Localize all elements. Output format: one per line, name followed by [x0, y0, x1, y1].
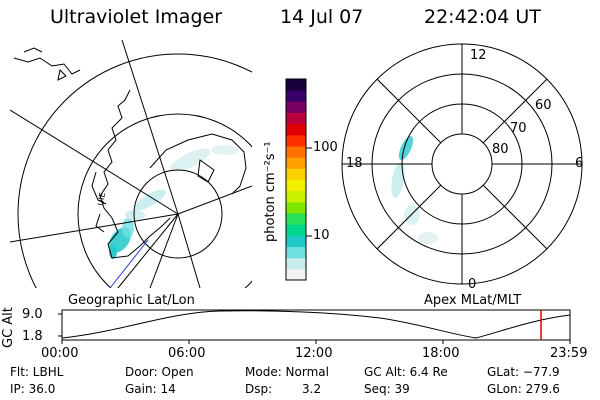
info-glat: GLat: −77.9 [487, 365, 560, 379]
info-seq: Seq: 39 [364, 382, 410, 396]
aurora-emission-apex [391, 136, 438, 244]
coastline-greenland [149, 133, 247, 195]
colorbar-band [286, 112, 306, 125]
info-dsp-label: Dsp: [245, 382, 273, 396]
colorbar-frame [285, 78, 307, 281]
geo-meridian [10, 109, 179, 215]
colorbar-band [286, 101, 306, 113]
colorbar-band [286, 190, 306, 203]
apex-mlt-line [482, 184, 548, 250]
altitude-xtick-label: 06:00 [168, 346, 206, 361]
coastline-east [197, 159, 215, 183]
geo-lat-ring-inner [133, 169, 223, 259]
apex-mlt-line [376, 78, 442, 144]
geographic-panel-label: Geographic Lat/Lon [68, 293, 195, 308]
apex-lat-label-70: 70 [510, 121, 527, 136]
altitude-curve [61, 310, 571, 339]
geo-meridian [149, 213, 179, 288]
observation-date: 14 Jul 07 [280, 6, 364, 28]
apex-map [341, 43, 583, 285]
colorbar-tick-label: 100 [313, 140, 338, 155]
colorbar-band [286, 201, 306, 214]
geo-meridian [121, 40, 179, 215]
altitude-xtick-label: 12:00 [295, 346, 333, 361]
apex-mlt-line [376, 184, 442, 250]
geographic-map [10, 40, 252, 288]
colorbar-band [286, 213, 306, 225]
altitude-xtick-label: 00:00 [41, 346, 79, 361]
apex-panel-label: Apex MLat/MLT [424, 293, 522, 308]
coastline-north-america [99, 89, 171, 259]
altitude-ylabel: GC Alt [1, 307, 16, 348]
geo-meridian [117, 213, 179, 288]
colorbar-band [286, 257, 306, 270]
apex-mlt-label-12: 12 [470, 48, 487, 63]
geo-meridian [177, 185, 252, 215]
colorbar [286, 79, 306, 281]
colorbar-band [286, 168, 306, 180]
info-door: Door: Open [125, 365, 194, 379]
colorbar-band [286, 179, 306, 192]
coastline-islands [13, 47, 81, 81]
info-gain: Gain: 14 [125, 382, 176, 396]
apex-lat-label-60: 60 [535, 98, 552, 113]
altitude-plot [58, 309, 571, 344]
apex-lat-label-80: 80 [492, 142, 509, 157]
apex-mlt-label-0: 0 [468, 277, 477, 292]
colorbar-tick-label: 10 [313, 228, 330, 243]
colorbar-band [286, 146, 306, 158]
colorbar-band [286, 123, 306, 136]
altitude-xtick-label: 18:00 [422, 346, 460, 361]
altitude-ytick-label: 1.8 [22, 329, 43, 344]
colorbar-band [286, 90, 306, 102]
colorbar-band [286, 235, 306, 247]
info-ip: IP: 36.0 [10, 382, 56, 396]
apex-mlt-line [482, 78, 548, 144]
apex-mlt-label-18: 18 [346, 156, 363, 171]
instrument-title: Ultraviolet Imager [50, 6, 223, 28]
aurora-emission-geographic [109, 145, 239, 259]
colorbar-band [286, 224, 306, 236]
info-gc-alt: GC Alt: 6.4 Re [364, 365, 448, 379]
geo-meridian [177, 213, 201, 288]
satellite-track [109, 239, 149, 288]
geo-meridian [10, 213, 179, 243]
info-mode: Mode: Normal [245, 365, 329, 379]
colorbar-band [286, 246, 306, 259]
info-filter: Flt: LBHL [10, 365, 64, 379]
observation-time: 22:42:04 UT [424, 6, 541, 28]
geo-lat-ring-outer [17, 53, 252, 288]
colorbar-band [286, 134, 306, 147]
colorbar-band [286, 157, 306, 169]
geo-lat-ring-middle [77, 113, 252, 288]
info-glon: GLon: 279.6 [487, 382, 560, 396]
altitude-xtick-label: 23:59 [550, 346, 588, 361]
info-dsp-value: 3.2 [302, 382, 322, 396]
altitude-plot-frame [61, 309, 571, 341]
colorbar-unit-label: photon cm⁻²s⁻¹ [263, 141, 278, 242]
altitude-ytick-label: 9.0 [22, 307, 43, 322]
colorbar-band [286, 79, 306, 91]
colorbar-band [286, 268, 306, 281]
apex-mlt-label-6: 6 [575, 156, 584, 171]
map-label: UIE [96, 192, 107, 207]
coastline-hudson [91, 171, 107, 233]
